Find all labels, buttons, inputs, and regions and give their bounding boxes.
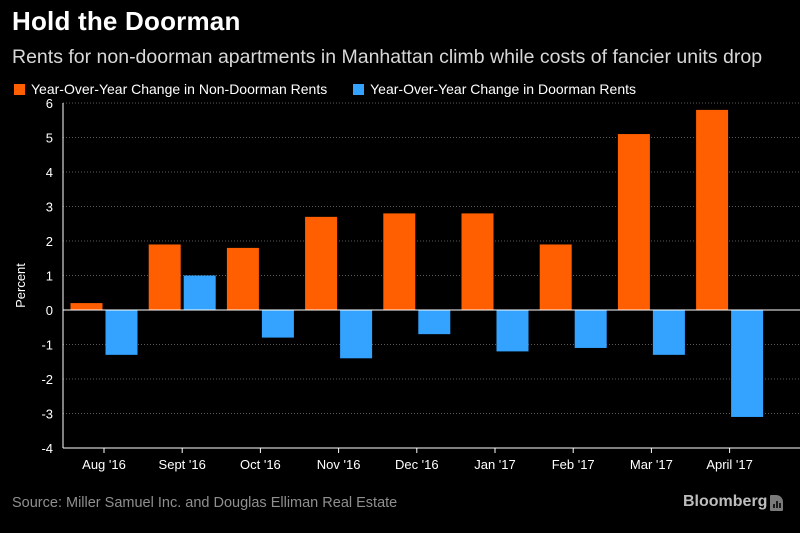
y-tick-label: 4: [46, 165, 53, 180]
bar-non-doorman: [226, 247, 259, 310]
y-tick-label: -2: [41, 372, 53, 387]
y-tick-label: 0: [46, 303, 53, 318]
legend-item-non-doorman: Year-Over-Year Change in Non-Doorman Ren…: [14, 81, 327, 97]
y-tick-label: -4: [41, 441, 53, 456]
bar-non-doorman: [148, 244, 181, 310]
y-tick-label: -1: [41, 338, 53, 353]
legend: Year-Over-Year Change in Non-Doorman Ren…: [14, 81, 658, 97]
x-tick-label: Sept '16: [159, 457, 206, 472]
bar-doorman: [574, 310, 607, 348]
x-tick-label: Aug '16: [82, 457, 126, 472]
y-tick-label: 1: [46, 269, 53, 284]
axes: 6 5 4 3 2 1 0 -1 -2 -3 -4 Percent Aug '16 Sept '16 Oct…: [13, 96, 800, 472]
bar-doorman: [340, 310, 373, 359]
bar-non-doorman: [617, 134, 650, 310]
bar-non-doorman: [70, 303, 103, 310]
y-tick-label: 3: [46, 200, 53, 215]
x-tick-label: Mar '17: [630, 457, 673, 472]
x-tick-label: Oct '16: [240, 457, 281, 472]
legend-swatch-non-doorman: [14, 84, 25, 95]
bar-doorman: [418, 310, 451, 335]
legend-label-doorman: Year-Over-Year Change in Doorman Rents: [370, 81, 637, 97]
y-tick-label: -3: [41, 407, 53, 422]
brand-logo: Bloomberg: [683, 493, 768, 510]
bar-non-doorman: [305, 216, 338, 310]
bar-non-doorman: [383, 213, 416, 310]
legend-swatch-doorman: [353, 84, 365, 95]
legend-label-non-doorman: Year-Over-Year Change in Non-Doorman Ren…: [31, 81, 328, 97]
x-tick-label: Jan '17: [474, 457, 516, 472]
bar-non-doorman: [696, 109, 729, 311]
x-tick-label: Dec '16: [395, 457, 439, 472]
legend-item-doorman: Year-Over-Year Change in Doorman Rents: [353, 81, 636, 97]
y-tick-label: 6: [46, 96, 53, 111]
y-axis-label: Percent: [13, 263, 28, 308]
bar-non-doorman: [539, 244, 572, 310]
bar-doorman: [261, 310, 294, 338]
bar-doorman: [105, 310, 138, 355]
bar-doorman: [652, 310, 685, 355]
bar-doorman: [183, 275, 216, 310]
y-tick-label: 2: [46, 234, 53, 249]
brand-chart-icon: [770, 495, 783, 511]
x-tick-label: Nov '16: [317, 457, 361, 472]
y-tick-label: 5: [46, 131, 53, 146]
source-note: Source: Miller Samuel Inc. and Douglas E…: [12, 495, 398, 511]
bar-non-doorman: [461, 213, 494, 310]
x-tick-label: April '17: [706, 457, 753, 472]
chart-subtitle: Rents for non-doorman apartments in Manh…: [12, 46, 763, 68]
bar-doorman: [496, 310, 529, 352]
bar-doorman: [731, 310, 764, 417]
chart-title: Hold the Doorman: [12, 6, 241, 36]
bars: [70, 109, 764, 417]
x-tick-label: Feb '17: [552, 457, 595, 472]
